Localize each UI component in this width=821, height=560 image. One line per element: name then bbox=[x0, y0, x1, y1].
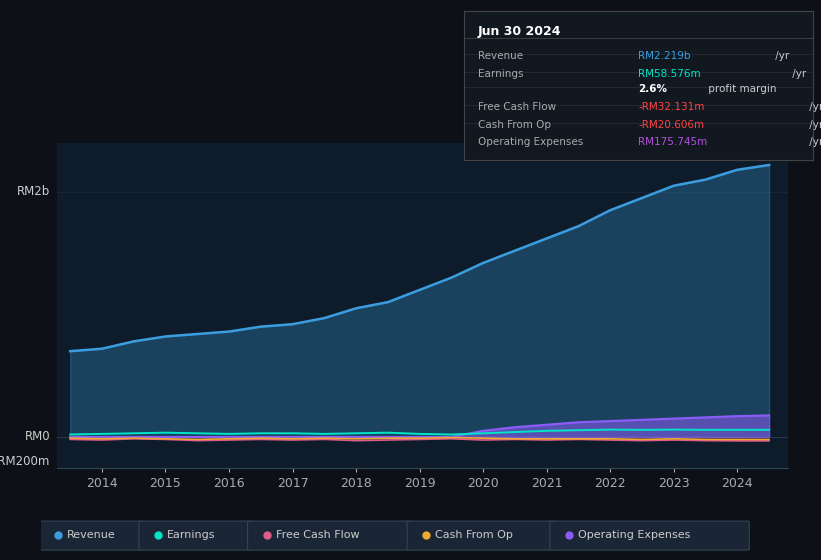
Text: RM175.745m: RM175.745m bbox=[639, 137, 708, 147]
Text: Operating Expenses: Operating Expenses bbox=[578, 530, 690, 540]
Text: Revenue: Revenue bbox=[67, 530, 116, 540]
Text: /yr: /yr bbox=[805, 102, 821, 112]
FancyBboxPatch shape bbox=[248, 521, 413, 550]
Text: RM58.576m: RM58.576m bbox=[639, 69, 701, 79]
FancyBboxPatch shape bbox=[39, 521, 144, 550]
Text: Operating Expenses: Operating Expenses bbox=[478, 137, 583, 147]
Text: Earnings: Earnings bbox=[478, 69, 523, 79]
Text: RM2.219b: RM2.219b bbox=[639, 52, 690, 61]
Text: Cash From Op: Cash From Op bbox=[435, 530, 513, 540]
Text: -RM20.606m: -RM20.606m bbox=[639, 119, 704, 129]
Text: Cash From Op: Cash From Op bbox=[478, 119, 551, 129]
Text: -RM200m: -RM200m bbox=[0, 455, 50, 468]
Text: 2.6%: 2.6% bbox=[639, 84, 667, 94]
Text: RM0: RM0 bbox=[25, 431, 50, 444]
Text: Earnings: Earnings bbox=[167, 530, 216, 540]
Text: Revenue: Revenue bbox=[478, 52, 523, 61]
FancyBboxPatch shape bbox=[550, 521, 750, 550]
FancyBboxPatch shape bbox=[407, 521, 556, 550]
Text: /yr: /yr bbox=[805, 137, 821, 147]
Text: RM2b: RM2b bbox=[17, 185, 50, 198]
Text: /yr: /yr bbox=[773, 52, 790, 61]
Text: Free Cash Flow: Free Cash Flow bbox=[478, 102, 556, 112]
Text: Jun 30 2024: Jun 30 2024 bbox=[478, 25, 562, 38]
Text: /yr: /yr bbox=[805, 119, 821, 129]
Text: -RM32.131m: -RM32.131m bbox=[639, 102, 704, 112]
Text: Free Cash Flow: Free Cash Flow bbox=[276, 530, 360, 540]
FancyBboxPatch shape bbox=[139, 521, 254, 550]
Text: profit margin: profit margin bbox=[705, 84, 777, 94]
Text: /yr: /yr bbox=[789, 69, 806, 79]
